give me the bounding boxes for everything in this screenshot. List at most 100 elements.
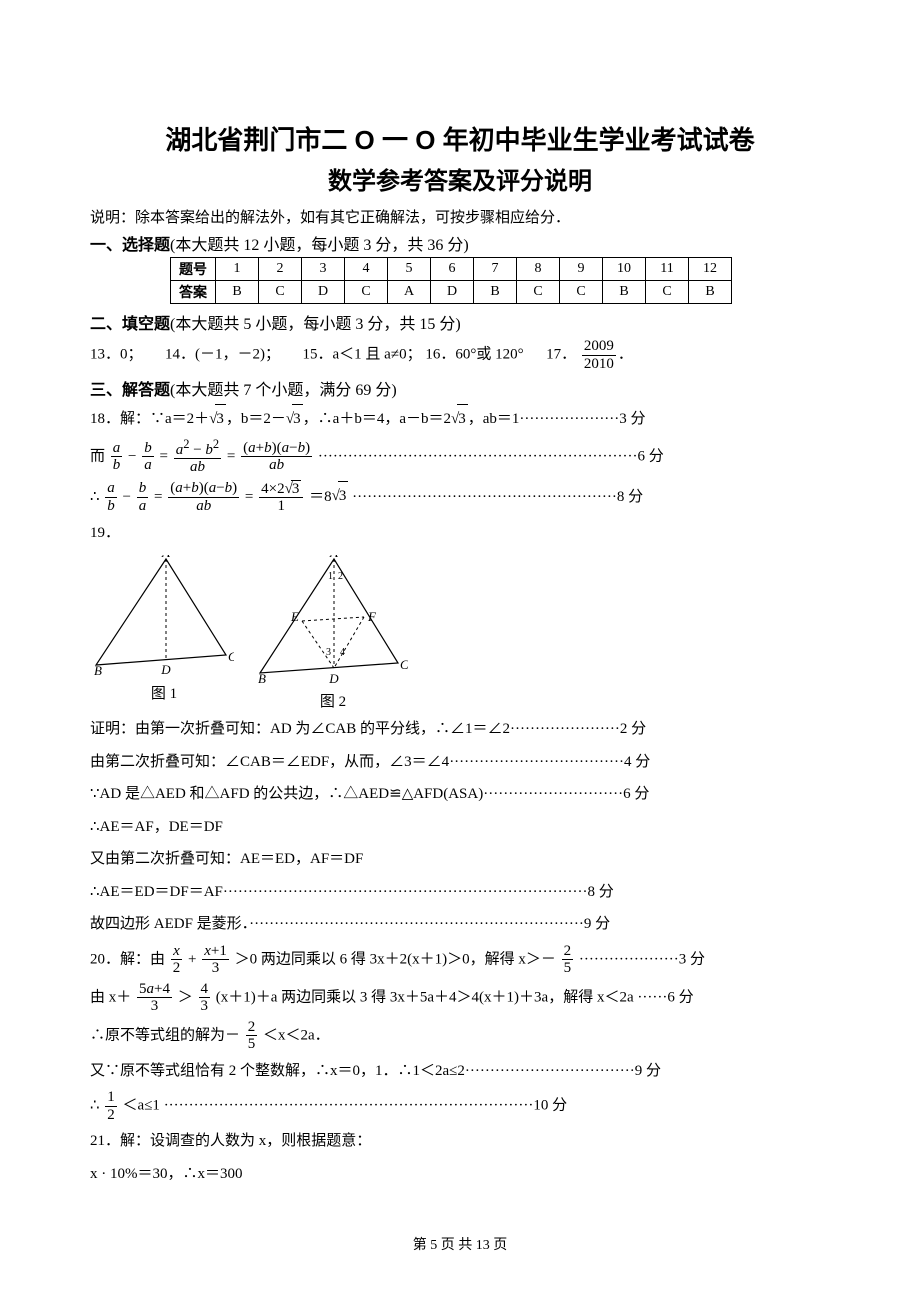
svg-text:2: 2 xyxy=(338,571,343,582)
svg-text:C: C xyxy=(400,657,408,672)
ans-cell: C xyxy=(517,281,560,304)
page-footer: 第 5 页 共 13 页 xyxy=(90,1234,830,1254)
col-num: 7 xyxy=(474,258,517,281)
q19-p5: 又由第二次折叠可知：AE＝ED，AF＝DF xyxy=(90,845,830,874)
q21-line2: x · 10%＝30，∴x＝300 xyxy=(90,1160,830,1189)
q20-line4: 又∵原不等式组恰有 2 个整数解，∴x＝0，1．∴1＜2a≤2·········… xyxy=(90,1057,830,1086)
q18-line3: ∴ ab − ba = (a+b)(a−b)ab = 4×231 ＝83 ···… xyxy=(90,480,830,515)
col-num: 4 xyxy=(345,258,388,281)
q17-label: 17． xyxy=(546,346,576,362)
svg-text:A: A xyxy=(329,555,338,560)
sqrt-icon: 3 xyxy=(451,404,468,434)
frac: 25 xyxy=(246,1019,258,1053)
ans-cell: C xyxy=(560,281,603,304)
figure-1: A B C D 图 1 xyxy=(94,555,234,711)
frac: 12 xyxy=(105,1089,117,1123)
col-num: 9 xyxy=(560,258,603,281)
section-2-heading: 二、填空题(本大题共 5 小题，每小题 3 分，共 15 分) xyxy=(90,310,830,334)
frac: 4×231 xyxy=(259,480,303,515)
q20-line2: 由 x＋ 5a+43 ＞ 43 (x＋1)＋a 两边同乘以 3 得 3x＋5a＋… xyxy=(90,981,830,1015)
fig2-caption: 图 2 xyxy=(258,690,408,711)
frac: 25 xyxy=(562,943,574,977)
figure-2: A B C D E F 1 2 3 4 图 2 xyxy=(258,555,408,711)
sqrt-icon: 3 xyxy=(332,481,349,511)
svg-text:E: E xyxy=(290,609,299,624)
svg-text:B: B xyxy=(258,671,266,683)
col-num: 8 xyxy=(517,258,560,281)
triangle-1-svg: A B C D xyxy=(94,555,234,675)
fig1-caption: 图 1 xyxy=(94,682,234,703)
svg-text:4: 4 xyxy=(340,647,345,658)
sqrt-icon: 3 xyxy=(209,404,226,434)
q19-p3: ∵AD 是△AED 和△AFD 的公共边，∴△AED≌△AFD(ASA)····… xyxy=(90,780,830,809)
svg-text:A: A xyxy=(161,555,170,560)
svg-text:1: 1 xyxy=(328,571,333,582)
frac: ab xyxy=(111,440,123,474)
col-num: 12 xyxy=(689,258,732,281)
q14: 14．(－1，－2)； xyxy=(165,346,280,362)
col-num: 3 xyxy=(302,258,345,281)
q19-p4: ∴AE＝AF，DE＝DF xyxy=(90,813,830,842)
q20-line1: 20．解：由 x2 + x+13 ＞0 两边同乘以 6 得 3x＋2(x＋1)＞… xyxy=(90,943,830,977)
triangle-2-svg: A B C D E F 1 2 3 4 xyxy=(258,555,408,683)
row-label: 答案 xyxy=(171,281,216,304)
sqrt-icon: 3 xyxy=(286,404,303,434)
ans-cell: A xyxy=(388,281,431,304)
row-label: 题号 xyxy=(171,258,216,281)
col-num: 11 xyxy=(646,258,689,281)
ans-cell: D xyxy=(302,281,345,304)
ans-cell: D xyxy=(431,281,474,304)
frac: ba xyxy=(142,440,154,474)
note-text: 说明：除本答案给出的解法外，如有其它正确解法，可按步骤相应给分． xyxy=(90,206,830,227)
frac: 43 xyxy=(199,981,211,1015)
svg-text:F: F xyxy=(367,609,377,624)
q20-line3: ∴原不等式组的解为－ 25 ＜x＜2a． xyxy=(90,1019,830,1053)
frac: (a+b)(a−b)ab xyxy=(168,480,239,514)
fill-answers: 13．0； 14．(－1，－2)； 15．a＜1 且 a≠0； 16．60°或 … xyxy=(90,338,830,372)
ans-cell: B xyxy=(216,281,259,304)
col-num: 10 xyxy=(603,258,646,281)
frac: 5a+43 xyxy=(137,981,172,1015)
ans-cell: B xyxy=(603,281,646,304)
figures-row: A B C D 图 1 A B C D E F 1 2 3 xyxy=(94,555,830,711)
q19-label: 19． xyxy=(90,519,830,548)
svg-text:D: D xyxy=(328,671,339,683)
frac: ba xyxy=(137,480,149,514)
col-num: 5 xyxy=(388,258,431,281)
svg-text:D: D xyxy=(160,662,171,675)
q21-line1: 21．解：设调查的人数为 x，则根据题意： xyxy=(90,1127,830,1156)
frac: x2 xyxy=(171,943,183,977)
q19-p6: ∴AE＝ED＝DF＝AF····························… xyxy=(90,878,830,907)
ans-cell: B xyxy=(689,281,732,304)
svg-text:C: C xyxy=(228,649,234,664)
q20-line5: ∴ 12 ＜a≤1 ······························… xyxy=(90,1089,830,1123)
ans-cell: C xyxy=(345,281,388,304)
ans-cell: C xyxy=(259,281,302,304)
q18-line1: 18．解：∵a＝2＋3，b＝2－3，∴a＋b＝4，a－b＝23，ab＝1····… xyxy=(90,404,830,434)
ans-cell: B xyxy=(474,281,517,304)
frac: a2 − b2ab xyxy=(174,438,221,476)
frac: ab xyxy=(105,480,117,514)
title-sub: 数学参考答案及评分说明 xyxy=(90,161,830,196)
col-num: 2 xyxy=(259,258,302,281)
section-3-heading: 三、解答题(本大题共 7 个小题，满分 69 分) xyxy=(90,376,830,400)
ans-cell: C xyxy=(646,281,689,304)
q19-p7: 故四边形 AEDF 是菱形．··························… xyxy=(90,910,830,939)
q19-p2: 由第二次折叠可知：∠CAB＝∠EDF，从而，∠3＝∠4·············… xyxy=(90,748,830,777)
col-num: 6 xyxy=(431,258,474,281)
q15: 15．a＜1 且 a≠0； xyxy=(303,346,422,362)
svg-text:B: B xyxy=(94,663,102,675)
q19-p1: 证明：由第一次折叠可知：AD 为∠CAB 的平分线，∴∠1＝∠2········… xyxy=(90,715,830,744)
svg-text:3: 3 xyxy=(326,647,331,658)
title-main: 湖北省荆门市二 O 一 O 年初中毕业生学业考试试卷 xyxy=(90,120,830,157)
q16: 16．60°或 120° xyxy=(425,346,523,362)
col-num: 1 xyxy=(216,258,259,281)
frac: (a+b)(a−b)ab xyxy=(241,440,312,474)
q17-fraction: 2009 2010 xyxy=(582,338,616,372)
answers-table: 题号 1 2 3 4 5 6 7 8 9 10 11 12 答案 B C D C… xyxy=(170,257,732,304)
q18-line2: 而 ab − ba = a2 − b2ab = (a+b)(a−b)ab ···… xyxy=(90,438,830,476)
section-1-heading: 一、选择题(本大题共 12 小题，每小题 3 分，共 36 分) xyxy=(90,231,830,255)
q13: 13．0； xyxy=(90,346,143,362)
frac: x+13 xyxy=(202,943,229,977)
q17-tail: ． xyxy=(618,346,633,362)
